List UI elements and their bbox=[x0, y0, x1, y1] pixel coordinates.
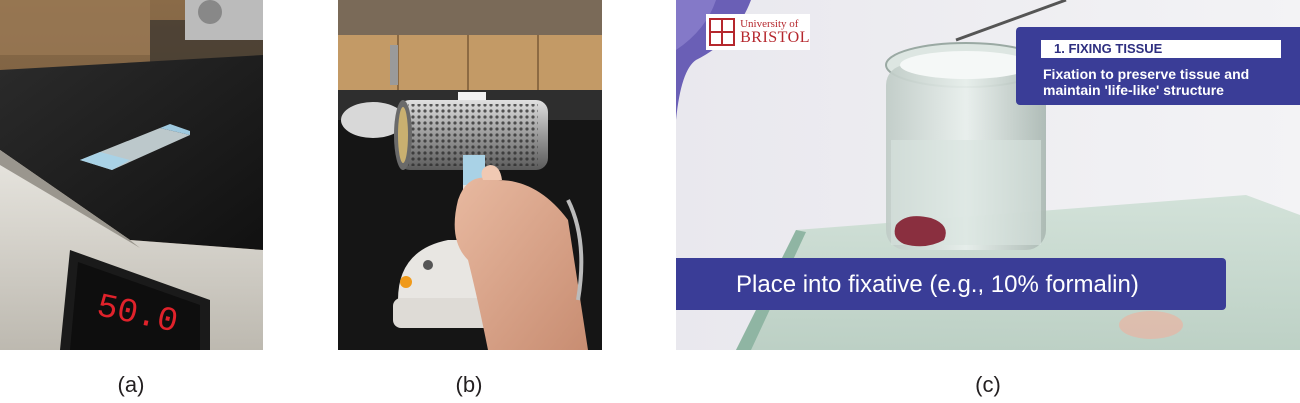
step-description: Fixation to preserve tissue and maintain… bbox=[1043, 66, 1250, 98]
panel-a-photo: 50.0 bbox=[0, 0, 263, 350]
caption-a: (a) bbox=[117, 372, 145, 397]
panel-b-photo bbox=[338, 0, 602, 350]
logo-line1: University of bbox=[740, 17, 799, 30]
logo-line2: BRISTOL bbox=[740, 28, 810, 46]
caption-b: (b) bbox=[455, 372, 483, 397]
university-logo: University of BRISTOL bbox=[706, 14, 810, 50]
step-title: 1. FIXING TISSUE bbox=[1041, 40, 1281, 58]
instruction-bar: Place into fixative (e.g., 10% formalin) bbox=[676, 258, 1226, 310]
step-info-box: 1. FIXING TISSUE Fixation to preserve ti… bbox=[1016, 27, 1300, 105]
crest-icon bbox=[709, 18, 736, 46]
panel-c-video-frame: University of BRISTOL 1. FIXING TISSUE F… bbox=[676, 0, 1300, 350]
caption-c: (c) bbox=[975, 372, 1001, 397]
instruction-text: Place into fixative (e.g., 10% formalin) bbox=[736, 271, 1139, 298]
